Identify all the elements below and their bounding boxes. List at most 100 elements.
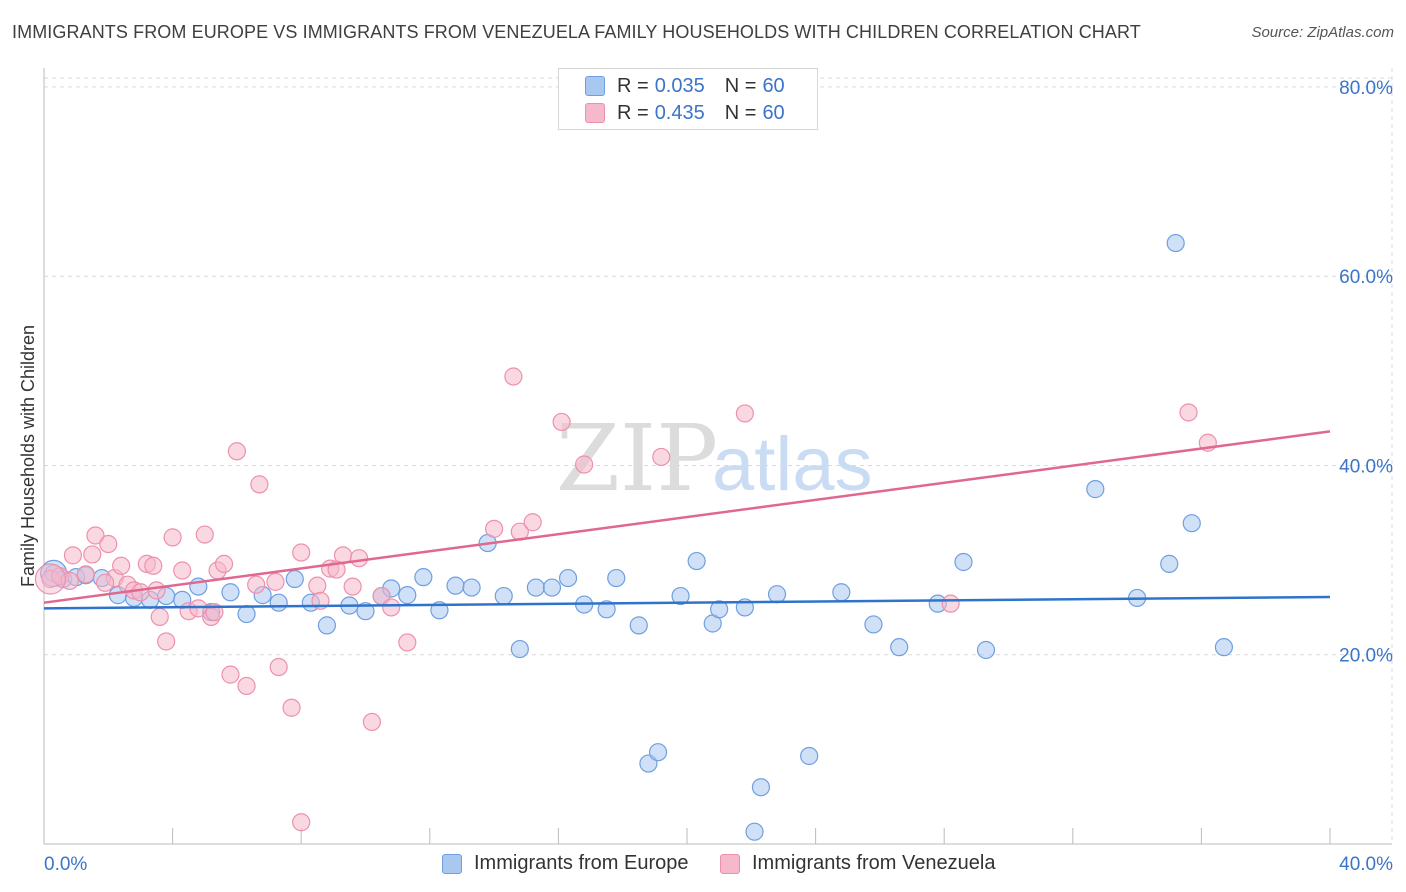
- europe-point: [597, 600, 616, 619]
- europe-trend-line: [43, 595, 1331, 610]
- venezuela-point: [266, 572, 285, 591]
- trend-lines: [43, 430, 1331, 610]
- europe-point: [446, 576, 465, 595]
- europe-point: [1086, 480, 1105, 499]
- venezuela-swatch: [585, 103, 605, 123]
- y-tick-label: 20.0%: [1339, 646, 1393, 667]
- venezuela-point: [195, 525, 214, 544]
- legend-row-venezuela: R = 0.435 N = 60: [585, 100, 785, 126]
- venezuela-point: [485, 519, 504, 538]
- venezuela-point: [575, 455, 594, 474]
- europe-point: [767, 585, 787, 604]
- europe-point: [542, 578, 562, 597]
- venezuela-point: [150, 607, 169, 626]
- europe-point: [1182, 514, 1201, 533]
- europe-point: [745, 822, 764, 841]
- europe-r-label: R =: [617, 74, 649, 97]
- europe-point: [526, 578, 545, 597]
- venezuela-point: [308, 576, 327, 595]
- europe-point: [285, 569, 304, 589]
- europe-point: [954, 552, 973, 572]
- y-axis-label: Family Households with Children: [18, 325, 38, 587]
- venezuela-point: [343, 577, 362, 596]
- legend-row-europe: R = 0.035 N = 60: [585, 73, 785, 99]
- europe-point: [832, 583, 851, 602]
- venezuela-point: [398, 633, 417, 652]
- venezuela-point: [269, 657, 288, 677]
- europe-point: [1166, 233, 1185, 253]
- europe-n-label: N =: [724, 74, 757, 97]
- venezuela-point: [214, 554, 234, 573]
- series-venezuela-points: [34, 367, 1217, 832]
- europe-point: [494, 586, 513, 606]
- y-tick-label: 60.0%: [1339, 267, 1393, 288]
- europe-point: [1214, 638, 1234, 657]
- europe-point: [414, 568, 433, 587]
- venezuela-point: [292, 543, 311, 562]
- venezuela-legend-label: Immigrants from Venezuela: [752, 852, 996, 874]
- venezuela-point: [382, 598, 401, 617]
- venezuela-point-large: [34, 563, 67, 595]
- europe-point: [607, 568, 626, 588]
- venezuela-point: [163, 528, 182, 547]
- watermark-atlas: atlas: [712, 422, 873, 507]
- series-europe-points: [40, 233, 1234, 841]
- venezuela-trend-line: [43, 430, 1331, 604]
- europe-legend-label: Immigrants from Europe: [474, 852, 689, 874]
- venezuela-r-value: 0.435: [654, 101, 705, 124]
- venezuela-point: [173, 561, 192, 580]
- europe-point: [356, 602, 375, 621]
- venezuela-point: [941, 594, 960, 613]
- source-label: Source: ZipAtlas.com: [1251, 24, 1394, 41]
- venezuela-point: [1179, 403, 1198, 422]
- venezuela-point: [112, 556, 131, 575]
- x-tick-label: 40.0%: [1339, 854, 1393, 875]
- europe-point: [648, 743, 668, 762]
- venezuela-point: [362, 712, 382, 732]
- europe-point: [269, 593, 288, 612]
- europe-point: [710, 600, 729, 619]
- europe-point: [317, 616, 337, 635]
- venezuela-point: [144, 556, 163, 575]
- venezuela-point: [237, 676, 256, 696]
- y-tick-label: 80.0%: [1339, 78, 1393, 99]
- europe-n-value: 60: [762, 74, 785, 97]
- venezuela-point: [227, 442, 246, 461]
- venezuela-point: [523, 513, 542, 532]
- venezuela-point: [250, 475, 269, 494]
- venezuela-point: [221, 665, 240, 684]
- venezuela-n-label: N =: [724, 101, 757, 124]
- europe-point: [462, 578, 481, 597]
- venezuela-point: [131, 583, 150, 602]
- europe-point: [398, 586, 417, 605]
- europe-point: [687, 551, 706, 571]
- europe-point: [890, 638, 909, 657]
- europe-point: [671, 586, 690, 606]
- venezuela-r-label: R =: [617, 101, 649, 124]
- tick-labels: 20.0% 40.0% 60.0% 80.0% 0.0% 40.0%: [44, 78, 1393, 875]
- bottom-legend-europe: Immigrants from Europe: [442, 852, 689, 875]
- europe-swatch: [585, 76, 605, 96]
- x-tick-label: 0.0%: [44, 854, 87, 875]
- axes: [43, 68, 1392, 845]
- europe-point: [558, 568, 578, 588]
- venezuela-point: [735, 404, 754, 423]
- gridlines: [44, 68, 1393, 844]
- venezuela-point: [83, 545, 102, 564]
- correlation-legend: R = 0.035 N = 60 R = 0.435 N = 60: [558, 68, 818, 130]
- venezuela-point: [63, 546, 83, 565]
- europe-legend-swatch: [442, 853, 462, 874]
- europe-point: [237, 604, 256, 624]
- bottom-legend-venezuela: Immigrants from Venezuela: [720, 852, 995, 875]
- europe-point: [976, 640, 996, 660]
- europe-point: [510, 639, 529, 659]
- venezuela-legend-swatch: [720, 853, 740, 874]
- europe-point: [1160, 554, 1179, 573]
- europe-point: [800, 746, 819, 766]
- venezuela-point: [95, 573, 115, 592]
- zipatlas-watermark: ZIP atlas: [556, 405, 873, 512]
- europe-r-value: 0.035: [654, 74, 705, 97]
- venezuela-point: [349, 549, 369, 568]
- venezuela-point: [552, 412, 571, 432]
